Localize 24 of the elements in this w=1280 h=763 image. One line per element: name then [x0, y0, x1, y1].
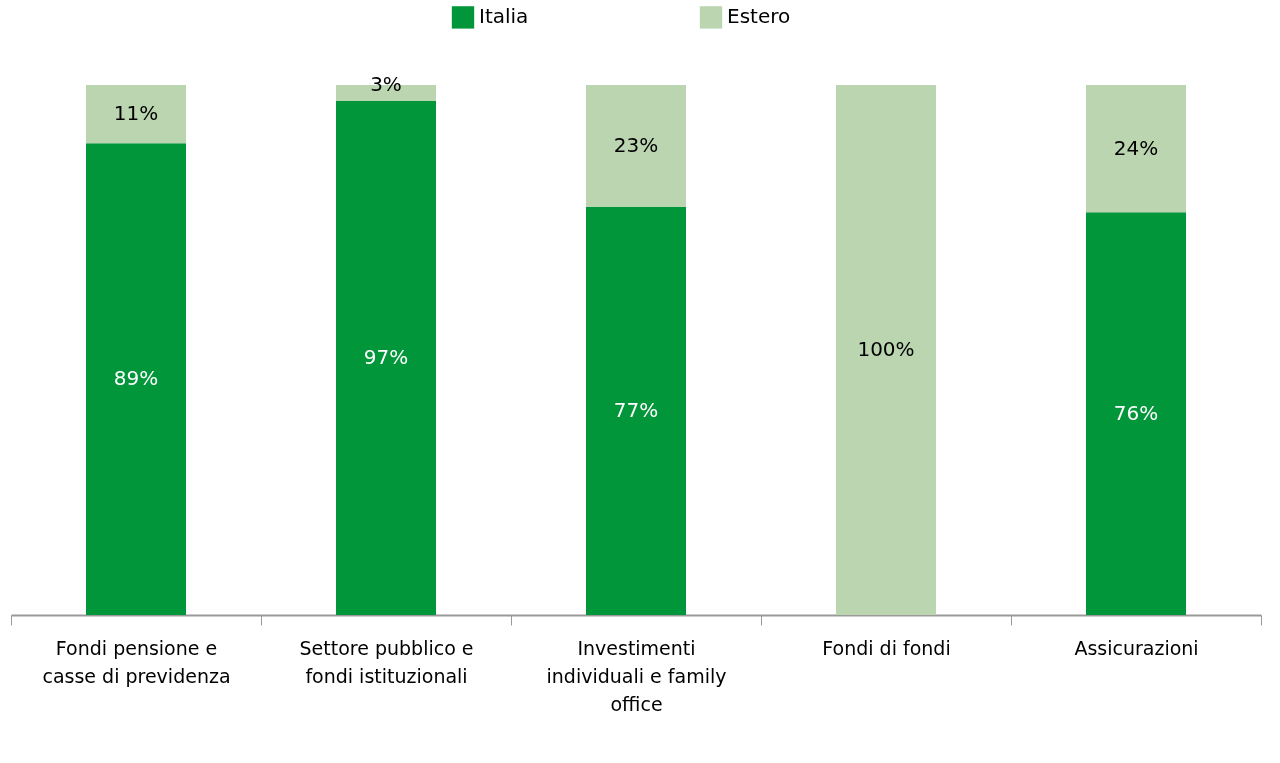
bar	[586, 85, 686, 207]
data-label: 23%	[613, 132, 659, 157]
bar	[86, 85, 186, 144]
x-tick-label: Investimenti individuali e family office	[546, 636, 727, 715]
data-label: 89%	[113, 366, 159, 391]
data-label: 97%	[363, 344, 409, 369]
data-label: 76%	[1113, 400, 1159, 425]
legend-label: Italia	[479, 4, 529, 29]
data-label: 24%	[1113, 135, 1159, 160]
bar	[1086, 85, 1186, 213]
bar	[1086, 212, 1186, 615]
bar	[586, 206, 686, 615]
data-label: 3%	[370, 72, 402, 96]
bar	[836, 85, 936, 615]
bar	[86, 143, 186, 615]
x-tick-label: Fondi di fondi	[822, 636, 951, 659]
x-tick-label: Settore pubblico e fondi istituzionali	[299, 636, 474, 687]
x-tick-label: Fondi pensione e casse di previdenza	[42, 636, 231, 687]
data-label: 100%	[857, 337, 915, 361]
data-label: 77%	[613, 397, 659, 422]
x-tick-label: Assicurazioni	[1074, 636, 1199, 659]
data-label: 11%	[113, 101, 159, 126]
bar	[336, 100, 436, 615]
legend-label: Estero	[727, 4, 791, 29]
